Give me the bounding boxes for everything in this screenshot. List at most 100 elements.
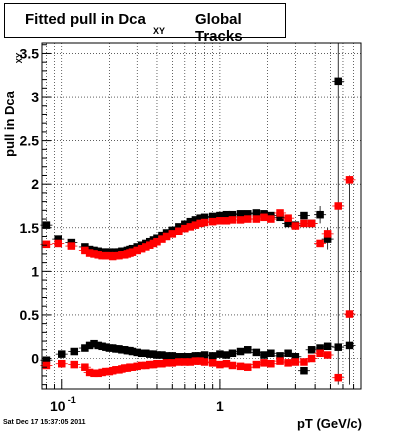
red-data-point — [200, 358, 209, 366]
y-tick-label: 1 — [31, 263, 39, 279]
red-data-point — [345, 176, 354, 184]
black-data-point — [334, 77, 342, 86]
red-data-point — [158, 359, 166, 368]
red-data-point — [196, 357, 204, 365]
red-data-point — [142, 361, 150, 370]
chart-title-tail: Global Tracks — [195, 11, 243, 45]
red-data-point — [228, 361, 237, 370]
black-data-point — [323, 235, 332, 243]
black-data-point — [54, 235, 62, 243]
red-data-point — [307, 219, 316, 228]
red-data-point — [133, 362, 141, 371]
black-data-point — [228, 210, 237, 219]
y-tick-label: 1.5 — [20, 220, 40, 236]
red-data-point — [128, 363, 137, 371]
red-data-point — [216, 217, 224, 225]
black-data-point — [196, 352, 204, 360]
black-data-point — [191, 216, 200, 224]
red-data-point — [133, 246, 141, 255]
red-data-point — [323, 351, 332, 359]
red-data-point — [244, 363, 252, 371]
black-data-point — [58, 350, 66, 358]
red-data-point — [85, 249, 94, 257]
black-data-point — [291, 353, 300, 361]
red-data-point — [81, 246, 89, 255]
red-data-point — [236, 362, 245, 371]
x-axis-label: pT (GeV/c) — [297, 416, 362, 431]
red-data-point — [216, 360, 224, 369]
red-data-point — [142, 243, 150, 251]
red-data-point — [54, 239, 62, 248]
black-data-point — [252, 209, 261, 217]
black-data-point — [81, 344, 89, 352]
black-data-point — [323, 342, 332, 351]
red-data-point — [228, 216, 237, 224]
black-data-point — [186, 217, 195, 226]
black-data-point — [208, 212, 217, 221]
axis-ticks: 0 0.5 1 1.5 2 2.5 3 3.5 10 -1 1 — [20, 44, 355, 414]
black-data-point — [316, 210, 324, 219]
x-tick-label: 1 — [216, 398, 224, 414]
black-data-point — [186, 353, 195, 361]
red-data-point — [168, 230, 177, 238]
red-data-point — [137, 244, 146, 253]
y-tick-label: 0 — [31, 350, 39, 366]
black-data-point — [133, 348, 141, 357]
black-data-point — [42, 356, 51, 364]
red-data-point — [276, 209, 284, 217]
black-data-point — [244, 210, 252, 218]
red-data-point — [42, 240, 51, 249]
red-data-point — [222, 217, 231, 225]
black-data-point — [158, 351, 166, 359]
red-data-point — [162, 232, 171, 241]
red-data-point — [191, 221, 200, 229]
red-data-point — [85, 368, 94, 377]
red-data-point — [175, 227, 183, 236]
red-data-point — [186, 358, 195, 366]
black-data-point — [142, 349, 150, 358]
red-data-point — [267, 215, 275, 223]
red-data-point — [236, 216, 245, 224]
black-data-point — [70, 347, 79, 356]
x-tick-label: 10 — [50, 398, 66, 414]
data-markers — [40, 77, 356, 382]
red-data-point — [300, 358, 308, 366]
black-data-point — [222, 351, 231, 359]
red-data-point — [323, 230, 332, 238]
black-data-point — [42, 221, 51, 229]
red-data-point — [316, 239, 324, 248]
black-data-point — [236, 347, 245, 356]
red-data-point — [291, 222, 300, 230]
y-axis-label-subscript: XY — [15, 52, 24, 63]
red-data-point — [244, 215, 252, 223]
black-data-point — [334, 343, 342, 351]
red-data-point — [67, 242, 76, 250]
y-tick-label: 2 — [31, 176, 39, 192]
black-data-point — [216, 350, 224, 358]
black-data-point — [345, 341, 354, 350]
red-data-point — [196, 219, 204, 228]
black-data-point — [260, 351, 268, 359]
error-bars — [319, 43, 350, 385]
red-data-point — [168, 359, 177, 367]
red-data-point — [284, 214, 292, 222]
red-data-point — [334, 373, 342, 382]
black-data-point — [276, 213, 284, 222]
red-data-point — [181, 224, 189, 233]
black-data-point — [244, 346, 252, 354]
black-data-point — [284, 349, 292, 358]
plot-frame — [41, 42, 362, 390]
red-data-point — [291, 358, 300, 366]
y-tick-label: 3 — [31, 89, 39, 105]
red-data-point — [307, 354, 316, 363]
red-data-point — [200, 218, 209, 227]
red-data-point — [90, 250, 98, 258]
black-data-point — [267, 349, 275, 358]
red-data-point — [267, 359, 275, 368]
red-data-point — [345, 310, 354, 318]
black-data-point — [168, 352, 177, 360]
red-data-point — [94, 369, 102, 378]
red-data-point — [208, 359, 217, 367]
y-tick-label: 2.5 — [20, 133, 40, 149]
